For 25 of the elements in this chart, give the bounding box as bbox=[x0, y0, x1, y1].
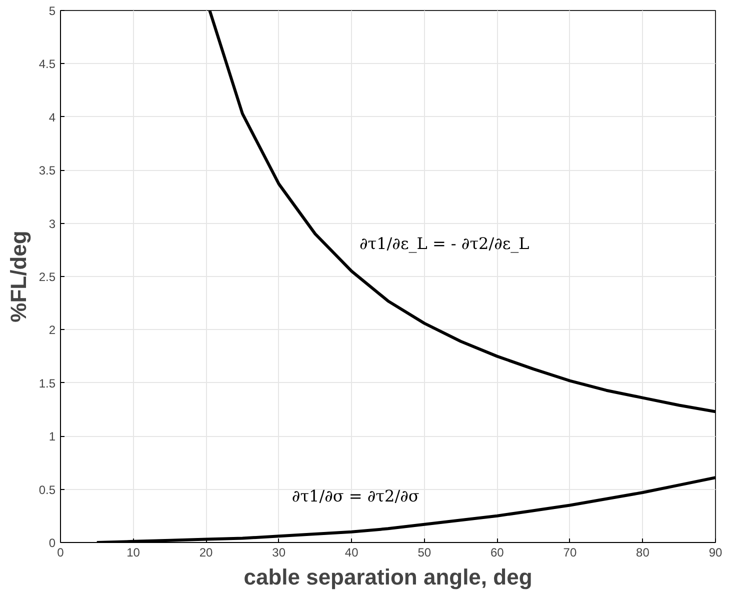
x-tick-label: 60 bbox=[490, 546, 504, 560]
y-axis-title: %FL/deg bbox=[6, 230, 31, 322]
y-tick-label: 2 bbox=[48, 323, 56, 338]
x-tick-label: 30 bbox=[272, 546, 286, 560]
x-tick-label: 20 bbox=[199, 546, 214, 560]
y-tick-label: 3.5 bbox=[38, 164, 56, 178]
x-tick-label: 10 bbox=[126, 546, 140, 560]
y-tick-label: 0.5 bbox=[38, 482, 56, 497]
y-tick-label: 1.5 bbox=[38, 376, 56, 390]
x-tick-label: 90 bbox=[708, 546, 722, 560]
x-tick-label: 40 bbox=[344, 546, 359, 560]
y-tick-label: 2.5 bbox=[38, 270, 56, 284]
x-axis-title: cable separation angle, deg bbox=[244, 564, 532, 590]
series-label: ∂τ1/∂σ = ∂τ2/∂σ bbox=[292, 486, 420, 506]
y-tick-label: 1 bbox=[48, 430, 56, 444]
y-tick-label: 0 bbox=[48, 536, 56, 550]
y-tick-label: 3 bbox=[48, 216, 56, 231]
y-tick-label: 5 bbox=[48, 4, 56, 18]
x-tick-label: 50 bbox=[418, 546, 432, 560]
y-tick-label: 4.5 bbox=[38, 57, 56, 72]
x-tick-label: 0 bbox=[57, 546, 64, 560]
y-tick-label: 4 bbox=[48, 110, 56, 124]
series-label: ∂τ1/∂ε_L = - ∂τ2/∂ε_L bbox=[359, 234, 530, 253]
x-tick-label: 70 bbox=[563, 546, 577, 560]
x-tick-label: 80 bbox=[636, 546, 650, 560]
